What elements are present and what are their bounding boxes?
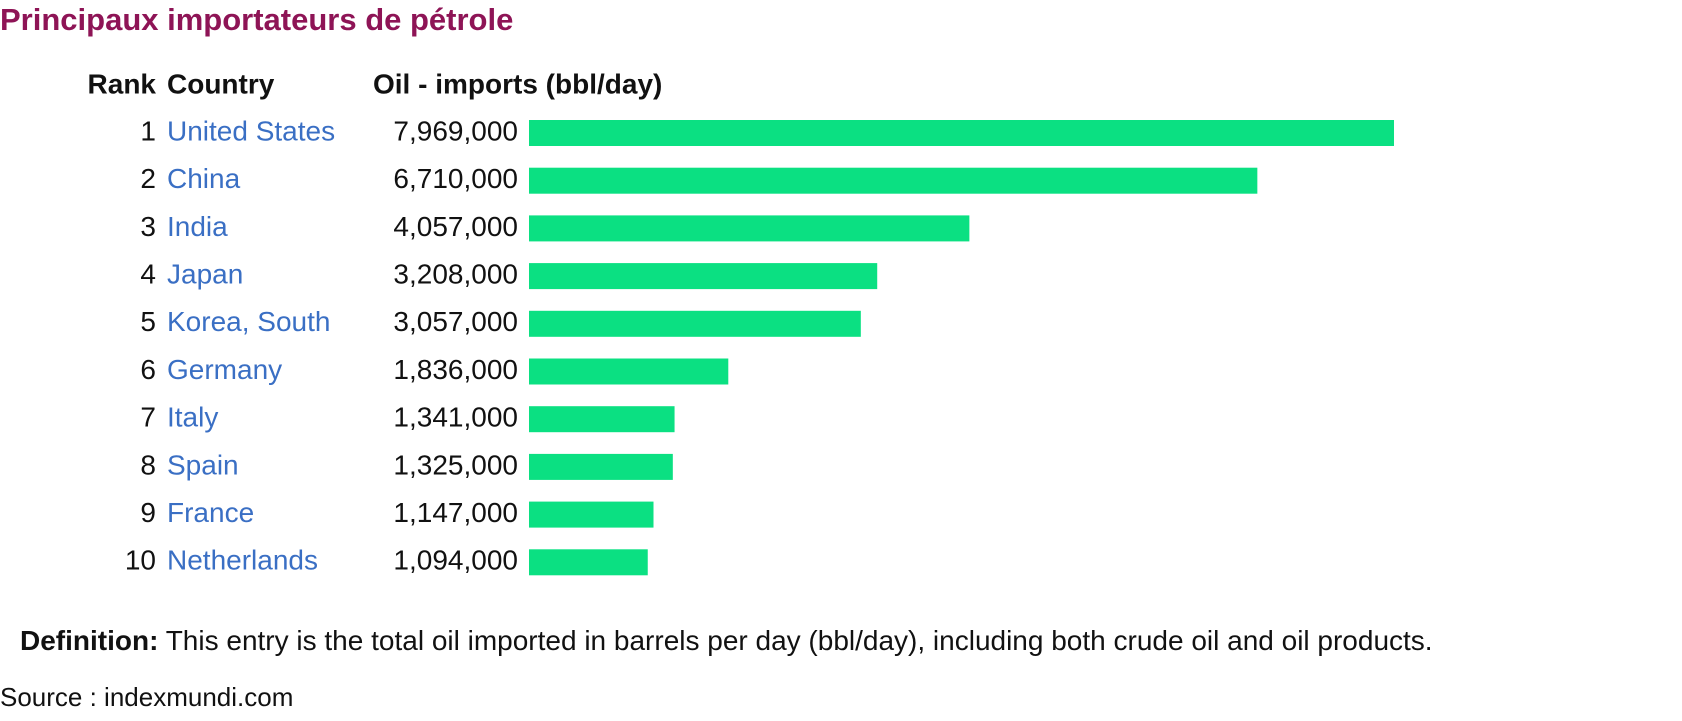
value-label: 1,147,000 xyxy=(393,497,518,528)
value-label: 3,208,000 xyxy=(393,258,518,289)
bar xyxy=(529,215,970,242)
rank: 5 xyxy=(140,306,156,337)
rank: 10 xyxy=(125,545,156,576)
rank: 9 xyxy=(140,497,156,528)
rank: 8 xyxy=(140,449,156,480)
definition-text: This entry is the total oil imported in … xyxy=(166,625,1433,656)
bar xyxy=(529,310,861,337)
country-link[interactable]: Germany xyxy=(167,354,282,385)
value-label: 1,325,000 xyxy=(393,449,518,480)
rank: 7 xyxy=(140,402,156,433)
bar xyxy=(529,358,729,385)
value-label: 1,836,000 xyxy=(393,354,518,385)
value-label: 4,057,000 xyxy=(393,211,518,242)
rank: 4 xyxy=(140,258,156,289)
bar xyxy=(529,263,878,290)
rank: 2 xyxy=(140,163,156,194)
country-link[interactable]: Japan xyxy=(167,258,243,289)
country-link[interactable]: United States xyxy=(167,115,335,146)
country-link[interactable]: Netherlands xyxy=(167,545,318,576)
bar xyxy=(529,501,654,528)
rank: 1 xyxy=(140,115,156,146)
country-link[interactable]: France xyxy=(167,497,254,528)
value-label: 1,341,000 xyxy=(393,402,518,433)
bar xyxy=(529,453,673,480)
bar xyxy=(529,406,675,433)
country-link[interactable]: Korea, South xyxy=(167,306,330,337)
rank: 3 xyxy=(140,211,156,242)
bar xyxy=(529,167,1258,194)
country-link[interactable]: Italy xyxy=(167,402,218,433)
value-label: 1,094,000 xyxy=(393,545,518,576)
source: Source : indexmundi.com xyxy=(0,682,293,712)
bar xyxy=(529,120,1394,146)
rank: 6 xyxy=(140,354,156,385)
value-label: 7,969,000 xyxy=(393,115,518,146)
column-header: Rank xyxy=(88,68,157,99)
bar xyxy=(529,549,648,576)
definition-label: Definition: xyxy=(20,625,158,656)
page-title: Principaux importateurs de pétrole xyxy=(0,2,513,37)
column-header: Country xyxy=(167,68,275,99)
country-link[interactable]: China xyxy=(167,163,241,194)
value-label: 3,057,000 xyxy=(393,306,518,337)
value-label: 6,710,000 xyxy=(393,163,518,194)
country-link[interactable]: India xyxy=(167,211,228,242)
column-header: Oil - imports (bbl/day) xyxy=(373,68,662,99)
country-link[interactable]: Spain xyxy=(167,449,239,480)
definition: Definition: This entry is the total oil … xyxy=(20,625,1433,656)
